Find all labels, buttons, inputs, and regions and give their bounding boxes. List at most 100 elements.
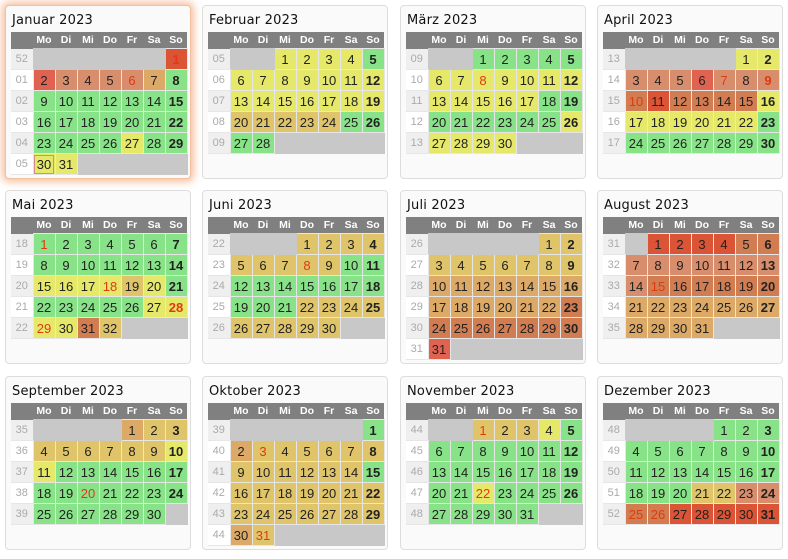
day-cell[interactable]: 3 [690, 233, 714, 255]
day-cell[interactable]: 13 [317, 461, 341, 483]
day-cell[interactable]: 19 [295, 482, 319, 504]
day-cell[interactable]: 3 [251, 440, 275, 462]
day-cell[interactable]: 11 [537, 440, 561, 462]
day-cell[interactable]: 10 [76, 254, 100, 276]
day-cell[interactable]: 30 [317, 317, 341, 339]
day-cell[interactable]: 10 [515, 440, 539, 462]
day-cell[interactable]: 17 [164, 461, 188, 483]
day-cell[interactable]: 29 [361, 503, 385, 525]
day-cell[interactable]: 5 [646, 440, 670, 462]
day-cell[interactable]: 6 [251, 254, 275, 276]
day-cell[interactable]: 22 [273, 111, 297, 133]
day-cell[interactable]: 27 [142, 296, 166, 318]
day-cell[interactable]: 2 [756, 48, 780, 70]
day-cell[interactable]: 15 [361, 461, 385, 483]
day-cell[interactable]: 2 [54, 233, 78, 255]
day-cell[interactable]: 2 [142, 419, 166, 441]
day-cell[interactable]: 13 [493, 275, 517, 297]
day-cell[interactable]: 23 [142, 482, 166, 504]
day-cell[interactable]: 16 [493, 90, 517, 112]
day-cell[interactable]: 21 [515, 296, 539, 318]
day-cell[interactable]: 20 [142, 275, 166, 297]
day-cell[interactable]: 21 [712, 111, 736, 133]
day-cell[interactable]: 13 [690, 90, 714, 112]
day-cell[interactable]: 19 [54, 482, 78, 504]
day-cell[interactable]: 9 [54, 254, 78, 276]
day-cell[interactable]: 21 [98, 482, 122, 504]
day-cell[interactable]: 19 [646, 482, 670, 504]
day-cell[interactable]: 4 [361, 233, 385, 255]
day-cell[interactable]: 15 [646, 275, 670, 297]
day-cell[interactable]: 21 [449, 111, 473, 133]
day-cell[interactable]: 2 [493, 48, 517, 70]
day-cell[interactable]: 23 [559, 296, 583, 318]
day-cell[interactable]: 15 [120, 461, 144, 483]
day-cell[interactable]: 10 [690, 254, 714, 276]
day-cell[interactable]: 6 [229, 69, 253, 91]
day-cell[interactable]: 11 [32, 461, 56, 483]
day-cell[interactable]: 8 [295, 254, 319, 276]
day-cell[interactable]: 26 [471, 317, 495, 339]
day-cell[interactable]: 23 [668, 296, 692, 318]
day-cell[interactable]: 1 [273, 48, 297, 70]
day-cell[interactable]: 18 [339, 90, 363, 112]
day-cell[interactable]: 7 [251, 69, 275, 91]
day-cell[interactable]: 28 [98, 503, 122, 525]
day-cell[interactable]: 7 [273, 254, 297, 276]
day-cell[interactable]: 13 [756, 254, 780, 276]
day-cell[interactable]: 19 [471, 296, 495, 318]
day-cell[interactable]: 17 [427, 296, 451, 318]
day-cell[interactable]: 13 [142, 254, 166, 276]
day-cell[interactable]: 27 [120, 132, 144, 154]
day-cell[interactable]: 4 [273, 440, 297, 462]
day-cell[interactable]: 20 [756, 275, 780, 297]
day-cell[interactable]: 3 [515, 48, 539, 70]
day-cell[interactable]: 15 [32, 275, 56, 297]
day-cell[interactable]: 30 [756, 132, 780, 154]
day-cell[interactable]: 22 [164, 111, 188, 133]
day-cell[interactable]: 31 [690, 317, 714, 339]
day-cell[interactable]: 18 [32, 482, 56, 504]
day-cell[interactable]: 13 [120, 90, 144, 112]
day-cell[interactable]: 10 [515, 69, 539, 91]
day-cell[interactable]: 17 [515, 461, 539, 483]
day-cell[interactable]: 4 [339, 48, 363, 70]
day-cell[interactable]: 21 [142, 111, 166, 133]
day-cell[interactable]: 6 [427, 440, 451, 462]
day-cell[interactable]: 4 [646, 69, 670, 91]
day-cell[interactable]: 27 [251, 317, 275, 339]
day-cell[interactable]: 9 [493, 440, 517, 462]
day-cell[interactable]: 20 [317, 482, 341, 504]
day-cell[interactable]: 1 [164, 48, 188, 70]
day-cell[interactable]: 24 [690, 296, 714, 318]
day-cell[interactable]: 4 [624, 440, 648, 462]
day-cell[interactable]: 21 [624, 296, 648, 318]
day-cell[interactable]: 12 [361, 69, 385, 91]
day-cell[interactable]: 18 [712, 275, 736, 297]
day-cell[interactable]: 6 [427, 69, 451, 91]
day-cell[interactable]: 14 [624, 275, 648, 297]
day-cell[interactable]: 1 [120, 419, 144, 441]
day-cell[interactable]: 20 [229, 111, 253, 133]
day-cell[interactable]: 1 [537, 233, 561, 255]
day-cell[interactable]: 18 [361, 275, 385, 297]
day-cell[interactable]: 23 [756, 111, 780, 133]
day-cell[interactable]: 19 [559, 90, 583, 112]
day-cell[interactable]: 26 [559, 482, 583, 504]
day-cell[interactable]: 7 [690, 440, 714, 462]
day-cell[interactable]: 12 [120, 254, 144, 276]
day-cell[interactable]: 21 [273, 296, 297, 318]
day-cell[interactable]: 1 [712, 419, 736, 441]
day-cell[interactable]: 25 [361, 296, 385, 318]
day-cell[interactable]: 6 [690, 69, 714, 91]
day-cell[interactable]: 5 [98, 69, 122, 91]
day-cell[interactable]: 1 [295, 233, 319, 255]
day-cell[interactable]: 24 [515, 482, 539, 504]
day-cell[interactable]: 15 [164, 90, 188, 112]
day-cell[interactable]: 26 [361, 111, 385, 133]
day-cell[interactable]: 9 [756, 69, 780, 91]
day-cell[interactable]: 22 [120, 482, 144, 504]
day-cell[interactable]: 18 [624, 482, 648, 504]
day-cell[interactable]: 18 [537, 461, 561, 483]
day-cell[interactable]: 17 [76, 275, 100, 297]
